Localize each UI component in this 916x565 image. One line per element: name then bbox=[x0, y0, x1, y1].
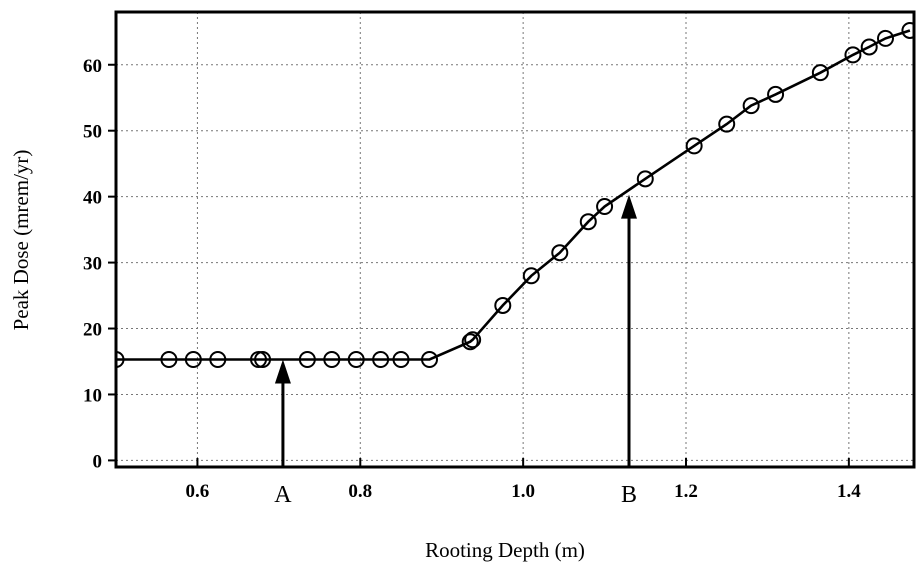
y-tick-label: 40 bbox=[83, 188, 102, 209]
data-point bbox=[494, 296, 512, 314]
plot-area bbox=[116, 21, 914, 369]
x-tick-label: 0.6 bbox=[186, 481, 210, 502]
annotation-arrow-head bbox=[621, 194, 637, 219]
data-point bbox=[877, 29, 894, 47]
markers bbox=[116, 21, 914, 369]
data-point bbox=[464, 331, 482, 349]
data-point bbox=[551, 244, 569, 262]
series-line bbox=[116, 29, 911, 361]
grid bbox=[116, 12, 914, 467]
y-tick-label: 60 bbox=[83, 56, 102, 77]
annotation-arrow-head bbox=[274, 359, 291, 384]
data-point bbox=[461, 333, 479, 351]
tick-labels: 0.6 0.8 1.0 1.2 1.4 0 10 20 30 40 50 60 bbox=[83, 56, 861, 502]
y-tick-label: 0 bbox=[93, 451, 103, 472]
data-point bbox=[347, 351, 365, 369]
plot-frame bbox=[114, 10, 916, 469]
data-point bbox=[116, 351, 125, 369]
data-point bbox=[209, 351, 227, 369]
x-tick-label: 1.4 bbox=[837, 481, 861, 502]
data-point bbox=[160, 351, 178, 369]
data-point bbox=[579, 213, 597, 231]
data-point bbox=[298, 351, 316, 369]
x-axis-title: Rooting Depth (m) bbox=[425, 538, 585, 562]
data-point bbox=[596, 198, 614, 216]
data-point bbox=[636, 170, 654, 188]
data-point bbox=[323, 351, 341, 369]
data-point bbox=[184, 351, 202, 369]
data-point bbox=[254, 351, 272, 369]
data-point bbox=[844, 46, 862, 64]
data-point bbox=[372, 351, 390, 369]
y-tick-label: 10 bbox=[83, 385, 102, 406]
y-tick-label: 20 bbox=[83, 320, 102, 341]
x-tick-label: 0.8 bbox=[348, 481, 372, 502]
data-point bbox=[718, 115, 736, 133]
data-point bbox=[901, 21, 914, 39]
ticks bbox=[108, 63, 850, 467]
data-point bbox=[250, 351, 267, 369]
data-point bbox=[421, 351, 438, 369]
data-point bbox=[392, 351, 410, 369]
y-tick-label: 50 bbox=[83, 122, 102, 143]
data-point bbox=[742, 97, 760, 115]
y-tick-label: 30 bbox=[83, 254, 102, 275]
y-axis-title: Peak Dose (mrem/yr) bbox=[9, 150, 33, 331]
data-point bbox=[860, 38, 878, 56]
annotation-label: B bbox=[621, 482, 637, 508]
data-point bbox=[522, 267, 540, 285]
data-point bbox=[811, 64, 829, 82]
data-point bbox=[685, 137, 703, 155]
x-tick-label: 1.2 bbox=[674, 481, 698, 502]
x-tick-label: 1.0 bbox=[511, 481, 535, 502]
data-point bbox=[767, 85, 785, 103]
annotation-label: A bbox=[274, 482, 292, 508]
